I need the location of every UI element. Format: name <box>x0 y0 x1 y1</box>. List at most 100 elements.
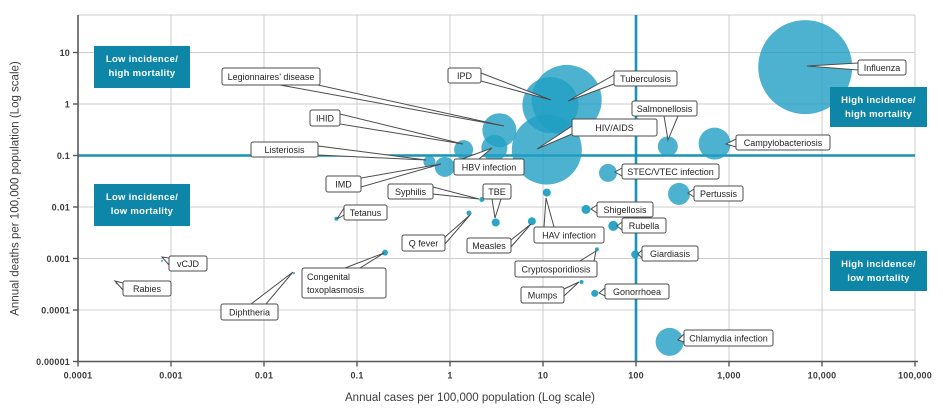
callout-listeriosis <box>250 141 319 158</box>
callout-measles <box>466 237 512 254</box>
callout-congenital-toxoplasmosis <box>301 267 387 299</box>
callout-pointer-rabies <box>113 280 124 292</box>
x-tick-label: 100,000 <box>898 371 932 381</box>
callout-diphtheria <box>220 303 279 321</box>
callout-pointer-vcjd <box>160 256 170 267</box>
bubble-salmonellosis <box>657 136 678 157</box>
quadrant-label-high-incidence-high-mortality: high mortality <box>845 109 912 120</box>
callout-label-hiv-aids: HIV/AIDS <box>595 123 634 133</box>
callout-label-ipd: IPD <box>457 71 473 81</box>
callout-rabies <box>122 280 172 297</box>
callout-chlamydia-infection <box>683 329 774 347</box>
bubble-gonorrhoea <box>591 289 599 297</box>
callout-pointer-shigellosis <box>590 204 598 214</box>
bubble-vcjd <box>161 259 163 262</box>
y-axis-title: Annual deaths per 100,000 population (Lo… <box>9 61 22 316</box>
callout-campylobacteriosis <box>735 134 831 151</box>
y-tick-label: 0.0001 <box>41 306 70 316</box>
callout-label-mumps: Mumps <box>528 291 558 301</box>
bubble-stec-vtec-infection <box>599 163 617 182</box>
bubble-ihid <box>454 140 474 160</box>
bubble-giardiasis <box>631 250 640 259</box>
bubble-congenital-toxoplasmosis <box>382 249 388 256</box>
bubble-rubella <box>608 220 619 231</box>
callout-label-chlamydia-infection: Chlamydia infection <box>689 334 768 344</box>
x-tick-label: 0.0001 <box>64 371 93 381</box>
callout-label-tuberculosis: Tuberculosis <box>620 74 671 84</box>
callout-vcjd <box>168 255 208 272</box>
callout-label-tetanus: Tetanus <box>350 208 382 218</box>
bubble-tbe <box>491 218 500 227</box>
quadrant-label-high-incidence-low-mortality: low mortality <box>847 273 910 284</box>
callout-label-vcjd: vCJD <box>177 259 199 269</box>
quadrant-label-low-incidence-low-mortality: low mortality <box>111 206 174 217</box>
callout-tetanus <box>343 204 388 221</box>
bubble-influenza <box>758 20 853 115</box>
callout-pointer-tbe <box>491 198 502 219</box>
x-tick-label: 1 <box>447 371 452 381</box>
callout-gonorrhoea <box>604 283 670 300</box>
callout-hiv-aids <box>571 118 658 137</box>
callout-label-hbv-infection: HBV infection <box>462 163 517 173</box>
bubble-q-fever <box>466 210 472 216</box>
callout-label-rabies: Rabies <box>133 284 162 294</box>
callout-pointer-listeriosis <box>317 145 427 161</box>
bubble-chlamydia-infection <box>655 327 684 356</box>
callout-label-giardiasis: Giardiasis <box>650 249 691 259</box>
bubble-hbv-infection <box>481 135 508 161</box>
callout-label-listeriosis: Listeriosis <box>264 145 305 155</box>
bubble-pertussis <box>668 182 690 205</box>
callout-legionnaires-disease <box>221 67 321 86</box>
quadrant-label-high-incidence-high-mortality: High incidence/ <box>841 95 916 106</box>
bubble-cryptosporidiosis <box>594 247 599 252</box>
x-tick-label: 1,000 <box>717 371 741 381</box>
quadrant-low-incidence-high-mortality <box>94 46 190 88</box>
callout-label-congenital-toxoplasmosis: Congenital <box>307 272 350 282</box>
y-tick-label: 0.1 <box>57 151 70 161</box>
callout-label-salmonellosis: Salmonellosis <box>637 104 693 114</box>
callout-shigellosis <box>596 201 654 218</box>
quadrant-low-incidence-low-mortality <box>94 184 190 226</box>
x-tick-label: 0.001 <box>159 371 183 381</box>
callout-pointer-diphtheria <box>249 271 294 305</box>
callout-pointer-gonorrhoea <box>598 286 606 297</box>
callout-label-cryptosporidiosis: Cryptosporidiosis <box>521 265 591 275</box>
y-tick-label: 0.001 <box>46 254 70 264</box>
callout-pointer-ihid <box>339 113 464 145</box>
y-tick-label: 0.00001 <box>36 357 70 367</box>
callout-ipd <box>447 67 482 84</box>
quadrant-label-high-incidence-low-mortality: High incidence/ <box>841 259 916 270</box>
callout-pointer-congenital-toxoplasmosis <box>344 252 385 269</box>
bubble-diphtheria <box>293 272 295 275</box>
callout-label-campylobacteriosis: Campylobacteriosis <box>744 138 823 148</box>
callout-pointer-cryptosporidiosis <box>578 249 597 262</box>
x-axis-title: Annual cases per 100,000 population (Log… <box>345 392 595 404</box>
callout-hav-infection <box>533 226 605 244</box>
callout-label-ihid: IHID <box>316 114 335 124</box>
callout-pointer-hav-infection <box>543 197 555 228</box>
quadrant-high-incidence-high-mortality <box>830 87 927 127</box>
x-tick-label: 10,000 <box>808 371 837 381</box>
callout-ihid <box>309 109 341 127</box>
y-tick-label: 0.01 <box>52 203 70 213</box>
x-tick-label: 0.1 <box>350 371 363 381</box>
callout-salmonellosis <box>631 100 698 117</box>
bubble-ipd <box>522 77 579 134</box>
callout-label-stec-vtec-infection: STEC/VTEC infection <box>627 167 714 177</box>
bubble-imd <box>434 156 455 177</box>
bubble-campylobacteriosis <box>698 127 731 160</box>
callout-hbv-infection <box>453 158 525 176</box>
callout-label-influenza: Influenza <box>864 63 901 73</box>
callout-pointer-rubella <box>616 220 623 232</box>
callout-pointer-mumps <box>563 281 580 298</box>
callout-label-diphtheria: Diphtheria <box>229 308 270 318</box>
x-tick-label: 0.01 <box>255 371 273 381</box>
bubble-hav-infection <box>542 188 551 197</box>
callout-label-imd: IMD <box>335 180 352 190</box>
quadrant-label-low-incidence-high-mortality: Low incidence/ <box>106 54 178 65</box>
callout-rubella <box>621 217 667 234</box>
quadrant-label-low-incidence-high-mortality: high mortality <box>108 68 175 79</box>
callout-pointer-measles <box>510 223 532 249</box>
callout-label-shigellosis: Shigellosis <box>603 205 647 215</box>
